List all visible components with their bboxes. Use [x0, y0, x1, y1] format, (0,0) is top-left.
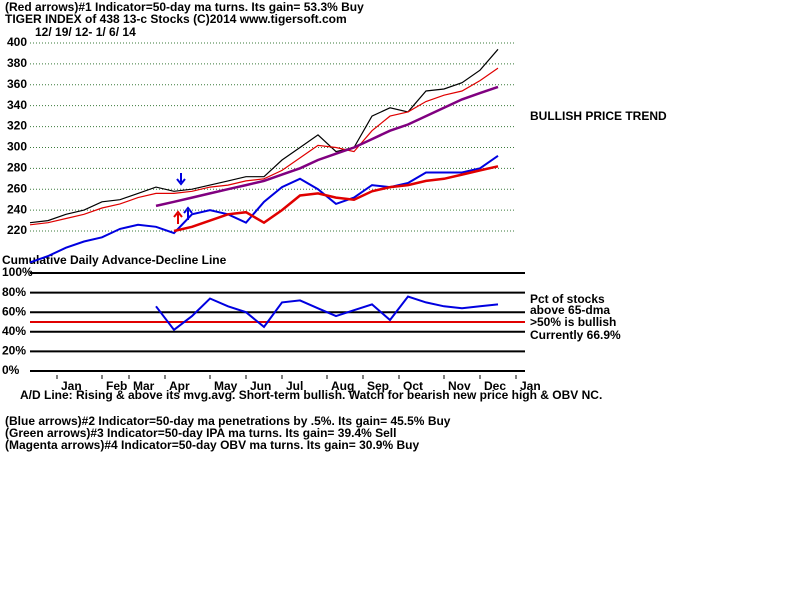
y-tick-label: 300	[7, 140, 27, 154]
pct-label: Currently 66.9%	[530, 328, 621, 342]
trend-note: BULLISH PRICE TREND	[530, 109, 667, 123]
x-tick-label: Jan	[61, 379, 82, 393]
signal-arrows	[173, 173, 193, 224]
x-tick-label: Jul	[286, 379, 303, 393]
y-tick-label: 340	[7, 98, 27, 112]
y-tick-label: 20%	[2, 344, 26, 358]
series-line	[155, 85, 499, 208]
y-tick-label: 400	[7, 35, 27, 49]
x-tick-label: Nov	[448, 379, 471, 393]
date-range: 12/ 19/ 12- 1/ 6/ 14	[35, 25, 136, 39]
series-line	[155, 295, 499, 332]
x-tick-label: Mar	[133, 379, 155, 393]
series-line	[29, 48, 499, 224]
ad-label: Cumulative Daily Advance-Decline Line	[2, 253, 227, 267]
x-tick-label: Aug	[331, 379, 354, 393]
y-tick-label: 0%	[2, 363, 20, 377]
series-line	[29, 67, 499, 226]
ad-note: A/D Line: Rising & above its mvg.avg. Sh…	[20, 388, 602, 402]
footer-line: (Blue arrows)#2 Indicator=50-day ma pene…	[5, 414, 451, 428]
y-tick-label: 260	[7, 181, 27, 195]
y-tick-label: 220	[7, 223, 27, 237]
footer-line: (Green arrows)#3 Indicator=50-day IPA ma…	[5, 426, 396, 440]
series-line	[29, 154, 499, 264]
x-tick-label: Apr	[169, 379, 190, 393]
pct-label: above 65-dma	[530, 303, 610, 317]
pct-label: >50% is bullish	[530, 315, 616, 329]
y-tick-label: 80%	[2, 285, 26, 299]
x-tick-label: Jan	[520, 379, 541, 393]
x-tick-label: Jun	[250, 379, 271, 393]
x-tick-label: Oct	[403, 379, 423, 393]
y-tick-label: 360	[7, 77, 27, 91]
x-tick-label: Sep	[367, 379, 389, 393]
y-tick-label: 40%	[2, 324, 26, 338]
x-tick-label: May	[214, 379, 238, 393]
series-line	[173, 165, 499, 233]
header-line: TIGER INDEX of 438 13-c Stocks (C)2014 w…	[5, 12, 347, 26]
y-tick-label: 100%	[2, 265, 33, 279]
x-tick-label: Feb	[106, 379, 127, 393]
x-tick-label: Dec	[484, 379, 506, 393]
footer-line: (Magenta arrows)#4 Indicator=50-day OBV …	[5, 438, 419, 452]
y-tick-label: 280	[7, 161, 27, 175]
y-tick-label: 320	[7, 119, 27, 133]
y-tick-label: 240	[7, 202, 27, 216]
header-line: (Red arrows)#1 Indicator=50-day ma turns…	[5, 0, 364, 14]
pct-label: Pct of stocks	[530, 292, 605, 306]
y-tick-label: 60%	[2, 304, 26, 318]
y-tick-label: 380	[7, 56, 27, 70]
